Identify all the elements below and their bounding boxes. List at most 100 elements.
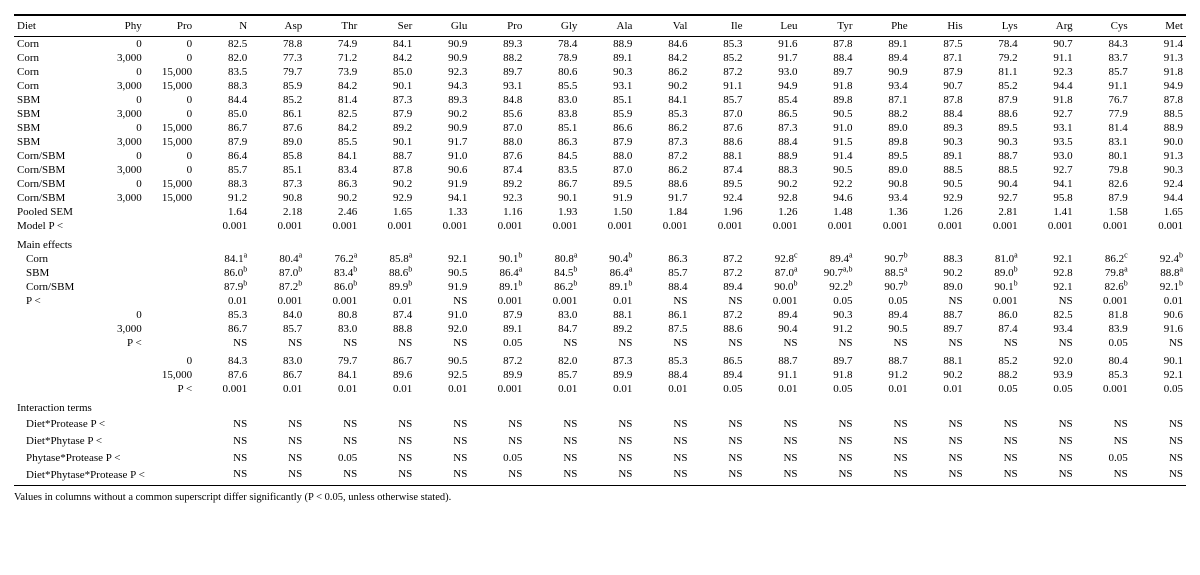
cell: NS (1131, 432, 1186, 449)
table-header: DietPhyProNAspThrSerGluProGlyAlaValIleLe… (14, 15, 1186, 37)
cell: NS (360, 336, 415, 350)
cell: 0.001 (195, 382, 250, 396)
cell: NS (1021, 466, 1076, 486)
cell: 84.1 (305, 149, 360, 163)
cell: 88.9 (1131, 121, 1186, 135)
cell: 88.2 (966, 368, 1021, 382)
cell: 92.1 (1021, 280, 1076, 294)
col-header: Met (1131, 15, 1186, 37)
cell: 85.3 (635, 107, 690, 121)
cell: 83.4b (305, 266, 360, 280)
cell: 1.58 (1076, 205, 1131, 219)
cell: NS (690, 432, 745, 449)
cell: NS (911, 336, 966, 350)
cell: NS (635, 294, 690, 308)
cell: Corn/SBM (14, 177, 94, 191)
cell (94, 219, 144, 233)
cell: 1.65 (360, 205, 415, 219)
cell: P < (145, 382, 195, 396)
cell: NS (801, 432, 856, 449)
cell: 86.6 (580, 121, 635, 135)
cell: 92.1 (1131, 368, 1186, 382)
cell: 0.05 (470, 336, 525, 350)
cell: 85.6 (470, 107, 525, 121)
cell: 91.3 (1131, 149, 1186, 163)
table-row: 084.383.079.786.790.587.282.087.385.386.… (14, 350, 1186, 368)
cell: 87.4 (470, 163, 525, 177)
cell: 88.6 (966, 107, 1021, 121)
cell: 0 (145, 37, 195, 52)
cell: NS (745, 432, 800, 449)
cell: 87.4 (360, 308, 415, 322)
cell: 92.7 (1021, 107, 1076, 121)
cell: 91.0 (801, 121, 856, 135)
cell (14, 336, 94, 350)
table-row: Phytase*Protease P <NSNS0.05NSNS0.05NSNS… (14, 449, 1186, 466)
cell: 88.5 (966, 163, 1021, 177)
cell: 86.2b (525, 280, 580, 294)
table-row: SBM86.0b87.0b83.4b88.6b90.586.4a84.5b86.… (14, 266, 1186, 280)
cell: 80.4 (1076, 350, 1131, 368)
cell: NS (745, 415, 800, 432)
cell: 90.9 (415, 37, 470, 52)
cell: 83.5 (195, 65, 250, 79)
col-header: Pro (470, 15, 525, 37)
cell: NS (856, 449, 911, 466)
cell: NS (911, 466, 966, 486)
cell: 88.6b (360, 266, 415, 280)
table-row: 15,00087.686.784.189.692.589.985.789.988… (14, 368, 1186, 382)
cell: 89.2 (470, 177, 525, 191)
cell: 77.3 (250, 51, 305, 65)
cell: 93.0 (1021, 149, 1076, 163)
cell: 0.001 (966, 294, 1021, 308)
cell: 0.001 (250, 219, 305, 233)
col-header: Cys (1076, 15, 1131, 37)
cell: 87.6 (250, 121, 305, 135)
cell: 94.9 (745, 79, 800, 93)
cell: 1.65 (1131, 205, 1186, 219)
cell: 3,000 (94, 107, 144, 121)
cell: 87.8 (801, 37, 856, 52)
cell: 88.4 (635, 280, 690, 294)
cell (94, 368, 144, 382)
cell: 80.1 (1076, 149, 1131, 163)
cell: 87.3 (745, 121, 800, 135)
cell (14, 368, 94, 382)
cell: 89.0 (250, 135, 305, 149)
cell: NS (856, 432, 911, 449)
interaction-label: Phytase*Protease P < (14, 449, 195, 466)
cell: 88.8a (1131, 266, 1186, 280)
cell: 94.6 (801, 191, 856, 205)
cell: 88.7 (745, 350, 800, 368)
cell: 91.4 (1131, 37, 1186, 52)
cell: 87.9 (360, 107, 415, 121)
cell: NS (690, 294, 745, 308)
cell: 90.2 (635, 79, 690, 93)
cell: 0 (145, 149, 195, 163)
cell: 79.7 (250, 65, 305, 79)
cell: 15,000 (145, 368, 195, 382)
cell: NS (911, 432, 966, 449)
cell: 0.05 (1131, 382, 1186, 396)
cell: 82.5 (1021, 308, 1076, 322)
cell: 90.8 (250, 191, 305, 205)
cell: NS (745, 466, 800, 486)
cell: 86.5 (745, 107, 800, 121)
cell (94, 294, 144, 308)
cell: 90.9 (415, 121, 470, 135)
table-row: Corn/SBM015,00088.387.386.390.291.989.28… (14, 177, 1186, 191)
cell: NS (525, 432, 580, 449)
cell: 87.9 (966, 93, 1021, 107)
cell: NS (525, 449, 580, 466)
cell: SBM (14, 266, 94, 280)
cell: 87.9b (195, 280, 250, 294)
cell: 89.1 (856, 37, 911, 52)
cell: 85.7 (195, 163, 250, 177)
cell (94, 382, 144, 396)
cell: Model P < (14, 219, 94, 233)
cell: 86.2 (635, 121, 690, 135)
cell: 87.3 (360, 93, 415, 107)
cell: 89.4 (856, 51, 911, 65)
cell: 81.4 (1076, 121, 1131, 135)
cell: 90.1 (360, 79, 415, 93)
